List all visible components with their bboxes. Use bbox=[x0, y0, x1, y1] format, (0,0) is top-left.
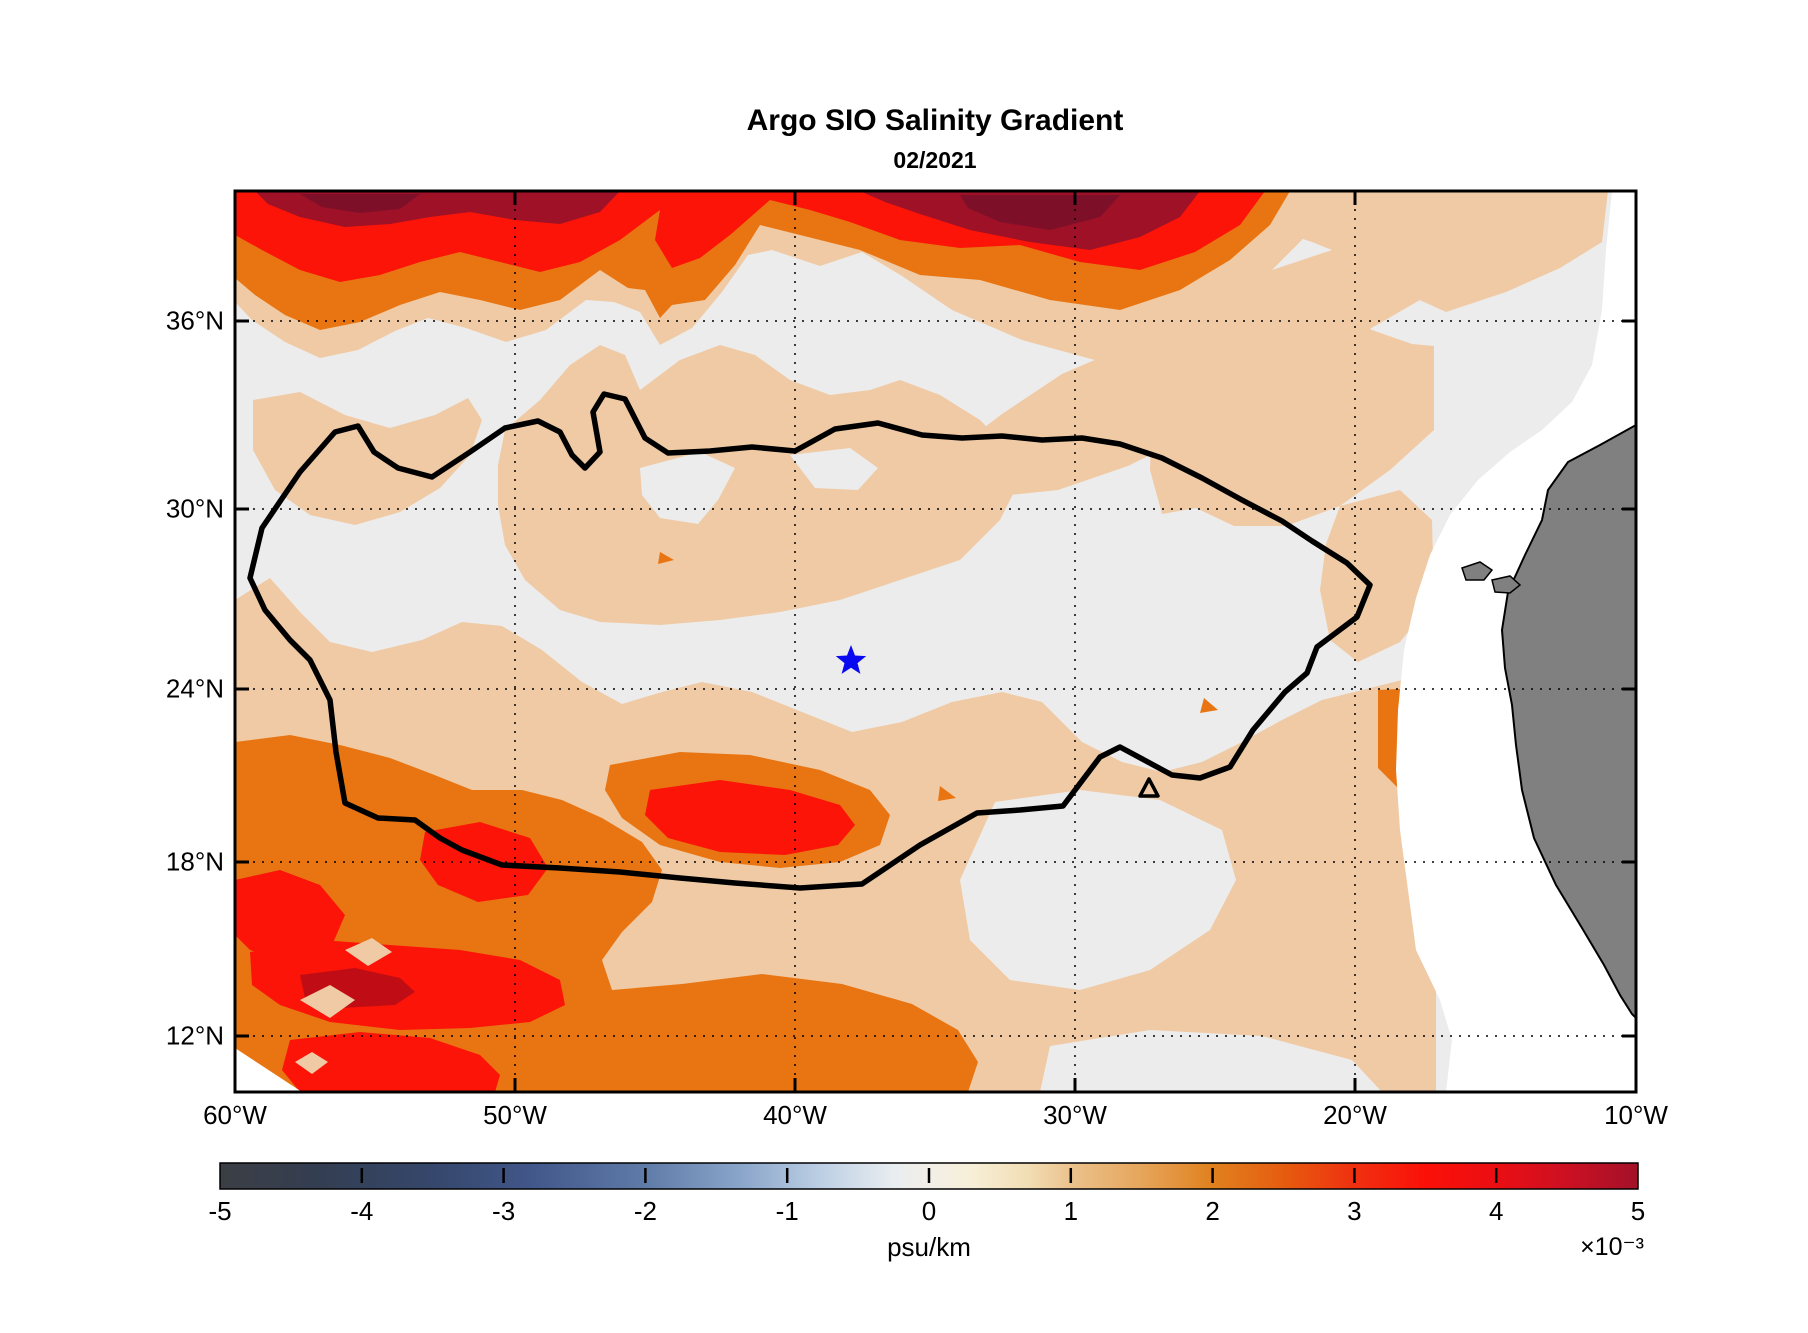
tan-diamond-1 bbox=[300, 985, 355, 1018]
tan-swath-ne bbox=[952, 244, 1430, 496]
colorbar-tick-label: -1 bbox=[775, 1196, 799, 1226]
tan-patch-nw bbox=[253, 392, 482, 525]
tan-band-36n-east bbox=[1150, 300, 1434, 526]
island-1 bbox=[1461, 561, 1494, 581]
colorbar-tick-label: -3 bbox=[492, 1196, 516, 1226]
y-tick-label: 30°N bbox=[165, 493, 224, 524]
gray-hole-center-1 bbox=[640, 452, 735, 524]
salinity-contour-triangle bbox=[1138, 777, 1160, 798]
orange-speck-1 bbox=[658, 552, 674, 564]
colorbar-tick-label: 4 bbox=[1488, 1196, 1504, 1226]
colorbar-unit-label: psu/km bbox=[887, 1232, 971, 1262]
colorbar-tick-label: -4 bbox=[350, 1196, 374, 1226]
y-tick-label: 12°N bbox=[165, 1020, 224, 1051]
red-core-17n bbox=[645, 780, 855, 855]
map-fills bbox=[235, 191, 1636, 1092]
x-tick-label: 50°W bbox=[483, 1100, 547, 1130]
gridlines bbox=[235, 191, 1636, 1092]
x-tick-label: 40°W bbox=[763, 1100, 827, 1130]
colorbar-tick-label: 1 bbox=[1063, 1196, 1079, 1226]
y-tick-label: 18°N bbox=[165, 846, 224, 877]
red-patch-west-edge bbox=[235, 870, 345, 962]
colorbar-tick-label: -2 bbox=[633, 1196, 657, 1226]
colorbar-tick-label: 3 bbox=[1347, 1196, 1362, 1226]
colorbar-ticks bbox=[360, 1168, 1498, 1183]
colorbar-tick-label: 5 bbox=[1630, 1196, 1646, 1226]
orange-speck-2 bbox=[938, 786, 956, 801]
salinity-contour-line bbox=[247, 391, 1373, 891]
colorbar-multiplier-label: ×10⁻³ bbox=[1580, 1233, 1644, 1261]
island-2 bbox=[1491, 575, 1522, 594]
colorbar-tick-label: 2 bbox=[1205, 1196, 1220, 1226]
star-marker bbox=[835, 645, 867, 674]
gray-hole-center-2 bbox=[790, 448, 878, 490]
tan-patch-center bbox=[498, 345, 1020, 625]
chart-title: Argo SIO Salinity Gradient bbox=[746, 104, 1124, 137]
y-tick-label: 24°N bbox=[165, 673, 224, 704]
x-tick-label: 60°W bbox=[203, 1100, 267, 1130]
contour-overlay bbox=[247, 391, 1373, 891]
chart-subtitle: 02/2021 bbox=[893, 147, 977, 173]
tan-band-ne-corner bbox=[1230, 191, 1608, 312]
orange-speck-3 bbox=[1200, 698, 1218, 713]
red-patch-bottom bbox=[282, 1032, 500, 1092]
colorbar-border bbox=[219, 1162, 1639, 1190]
maroon-core-north-center bbox=[960, 195, 1120, 230]
tan-coastal-arm bbox=[1320, 490, 1434, 662]
nodata-wedge-sw bbox=[235, 1048, 302, 1092]
gray-lake-southeast bbox=[960, 790, 1236, 990]
gray-lake-bottom bbox=[1040, 1030, 1382, 1092]
land-africa bbox=[1500, 423, 1636, 1020]
tan-diamond-2 bbox=[345, 938, 392, 966]
colorbar-tick-label: -5 bbox=[208, 1196, 232, 1226]
x-tick-label: 30°W bbox=[1043, 1100, 1107, 1130]
y-tick-label: 36°N bbox=[165, 305, 224, 336]
tan-diamond-3 bbox=[295, 1052, 328, 1074]
maroon-core-nw bbox=[300, 194, 420, 213]
x-tick-label: 10°W bbox=[1604, 1100, 1668, 1130]
axis-ticks bbox=[233, 191, 1638, 1092]
plot-border bbox=[233, 189, 1638, 1094]
colorbar-tick-label: 0 bbox=[921, 1196, 937, 1226]
x-tick-label: 20°W bbox=[1323, 1100, 1387, 1130]
